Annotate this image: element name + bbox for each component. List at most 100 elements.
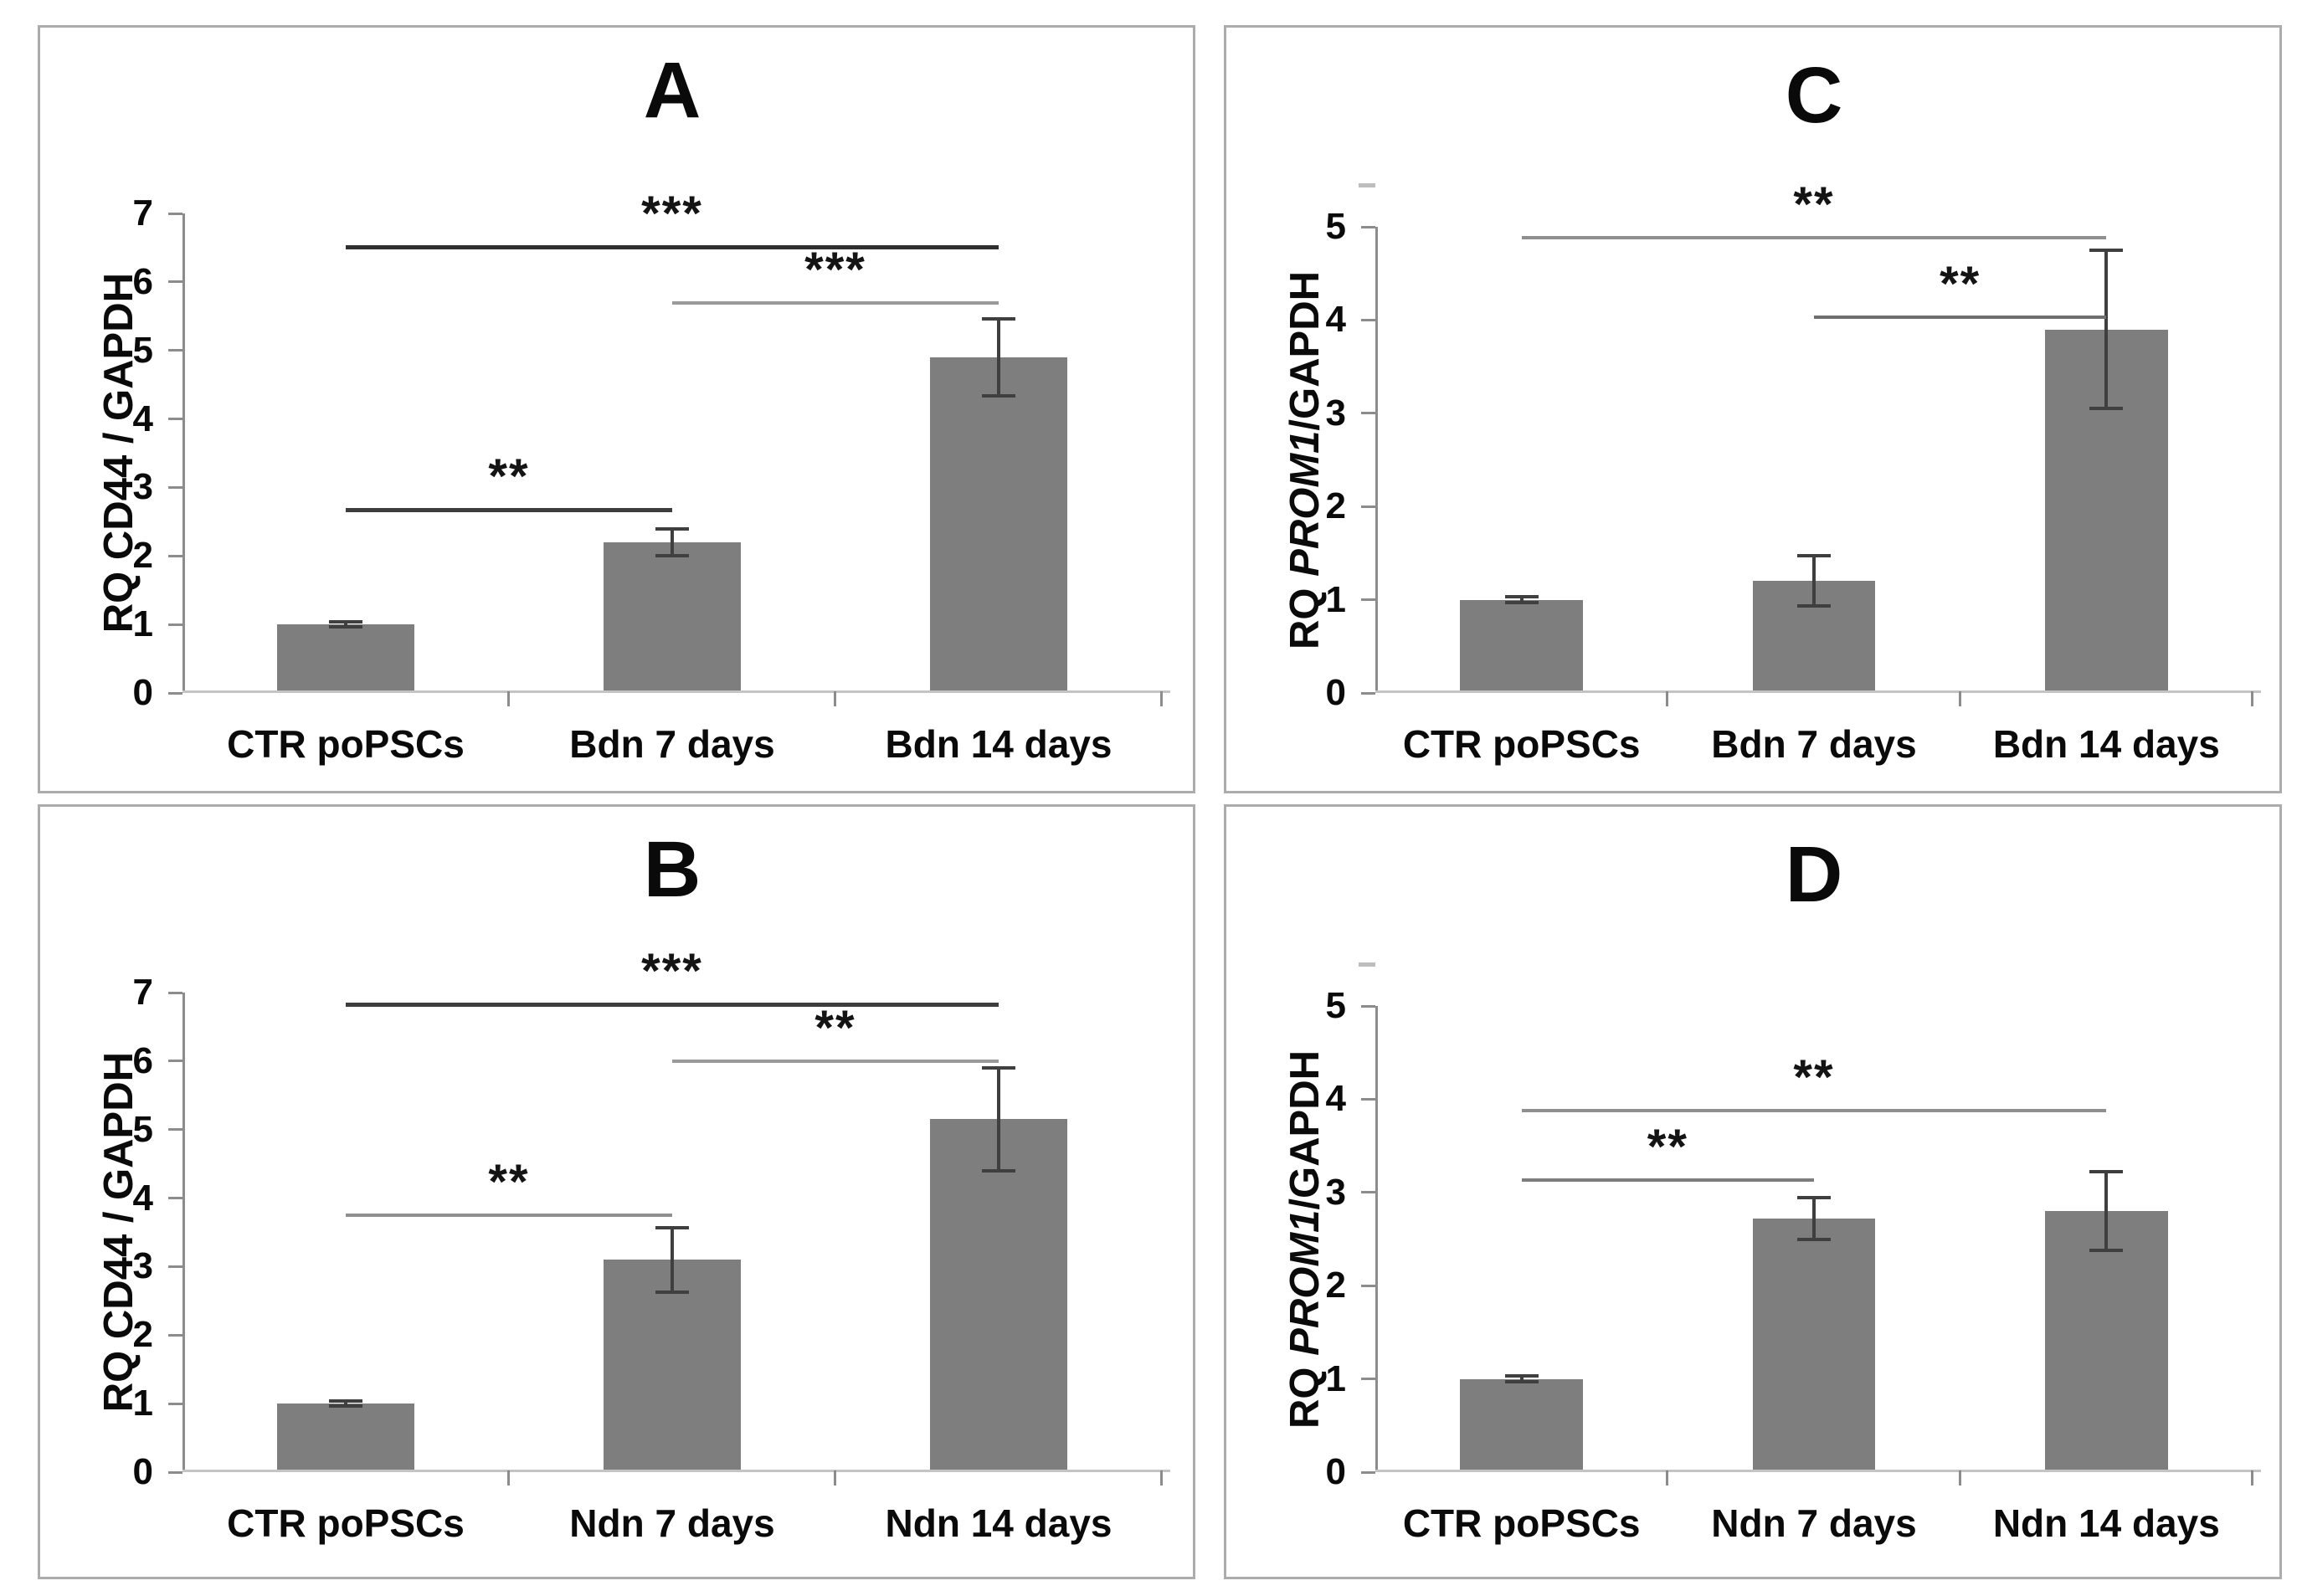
y-tick (168, 1265, 182, 1268)
error-bar-cap-bottom (1797, 604, 1831, 608)
significance-bracket (1521, 1108, 2107, 1112)
x-category-label: Bdn 14 days (1992, 722, 2220, 766)
y-axis-line (182, 993, 185, 1472)
x-category-label: CTR poPSCs (1402, 1501, 1641, 1545)
y-tick (1361, 1284, 1375, 1287)
y-tick (1361, 1004, 1375, 1008)
y-tick-label: 3 (1325, 1171, 1346, 1213)
significance-bracket (672, 1060, 999, 1064)
error-bar-cap-top (1504, 595, 1539, 599)
error-bar-cap-top (982, 317, 1015, 321)
y-axis-line (182, 213, 185, 693)
y-tick-label: 1 (1325, 1357, 1346, 1399)
panel-d-y-axis-title-box: RQ PROM1/GAPDH (1270, 1006, 1340, 1472)
axis-artifact (1359, 962, 1375, 967)
significance-label: ** (488, 449, 530, 504)
y-tick-label: 7 (132, 192, 153, 233)
error-bar-cap-top (655, 526, 689, 531)
y-tick (1361, 1191, 1375, 1194)
y-tick (168, 418, 182, 421)
error-bar-cap-bottom (1797, 1237, 1831, 1241)
y-tick (168, 1470, 182, 1474)
panel-b-y-axis-title: RQ CD44 / GAPDH (96, 1052, 141, 1412)
error-bar-stem (2104, 1172, 2109, 1250)
significance-label: ** (1647, 1120, 1688, 1175)
bar (277, 1404, 414, 1470)
error-bar-cap-top (655, 1225, 689, 1229)
y-tick (1361, 598, 1375, 602)
y-tick-label: 0 (1325, 1451, 1346, 1492)
significance-label: *** (641, 187, 703, 242)
y-tick-label: 2 (132, 1314, 153, 1356)
y-tick-label: 5 (132, 1108, 153, 1150)
error-bar-cap-bottom (982, 393, 1015, 398)
y-tick-label: 0 (1325, 672, 1346, 713)
significance-label: ** (1940, 256, 1981, 311)
error-bar-stem (1519, 1376, 1524, 1382)
y-tick-label: 1 (132, 603, 153, 645)
error-bar-cap-top (982, 1066, 1015, 1070)
error-bar-stem (671, 528, 674, 557)
y-tick (168, 991, 182, 994)
panel-c-plot-area: 0 1 2 3 4 5 CTR poPSCs Bdn 7 days Bdn 14 days ** *… (1326, 181, 2261, 765)
y-tick (168, 554, 182, 557)
y-tick (1361, 505, 1375, 508)
error-bar-cap-top (1504, 1374, 1539, 1378)
x-category-label: CTR poPSCs (227, 722, 465, 766)
significance-bracket (672, 300, 999, 305)
panel-d-plot-area: 0 1 2 3 4 5 CTR poPSCs Ndn 7 days Ndn 14 days ** *… (1326, 962, 2261, 1544)
error-bar-cap-bottom (2089, 1248, 2124, 1252)
y-tick (168, 212, 182, 215)
x-boundary-tick (1160, 1470, 1163, 1486)
axis-artifact (1359, 183, 1375, 187)
error-bar-stem (1812, 1198, 1816, 1239)
panel-c: C RQ PROM1/GAPDH 0 1 2 3 4 5 CTR poPSCs Bdn 7 d… (1224, 25, 2282, 793)
error-bar-cap-bottom (655, 554, 689, 558)
y-tick (1361, 225, 1375, 228)
y-tick-label: 7 (132, 972, 153, 1013)
y-tick (168, 1402, 182, 1405)
y-tick (168, 1060, 182, 1063)
panel-c-y-axis-title-box: RQ PROM1/GAPDH (1270, 227, 1340, 693)
error-bar-stem (344, 1400, 347, 1407)
bar (930, 357, 1067, 690)
panel-b: B RQ CD44 / GAPDH 0 1 2 3 4 5 6 7 CTR poPSCs Ndn … (38, 804, 1195, 1579)
significance-bracket (346, 245, 999, 250)
y-tick-label: 3 (1325, 392, 1346, 434)
error-bar-cap-top (329, 619, 362, 624)
panel-a-title: A (643, 46, 701, 135)
error-bar-cap-top (2089, 1170, 2124, 1174)
significance-label: ** (1793, 1049, 1835, 1105)
error-bar-cap-bottom (329, 1404, 362, 1409)
y-tick (168, 1197, 182, 1200)
error-bar-stem (997, 319, 1000, 396)
x-category-label: Ndn 7 days (569, 1501, 775, 1545)
y-tick (168, 623, 182, 626)
panel-a-y-axis-title: RQ CD44 / GAPDH (96, 273, 141, 633)
y-tick-label: 4 (1325, 299, 1346, 341)
x-boundary-tick (834, 691, 836, 706)
y-tick (168, 280, 182, 284)
error-bar-cap-bottom (1504, 600, 1539, 604)
panel-b-title: B (643, 825, 701, 914)
significance-bracket (1521, 1178, 1814, 1183)
x-category-label: Bdn 7 days (569, 722, 775, 766)
y-tick-label: 1 (132, 1383, 153, 1424)
y-tick (168, 1333, 182, 1337)
significance-bracket (1814, 315, 2107, 319)
error-bar-stem (671, 1227, 674, 1292)
x-boundary-tick (2251, 1470, 2253, 1486)
bar (1460, 599, 1584, 690)
x-category-label: Ndn 14 days (885, 1501, 1112, 1545)
x-boundary-tick (834, 1470, 836, 1486)
panel-d-title: D (1785, 830, 1843, 919)
panel-a: A RQ CD44 / GAPDH 0 1 2 3 4 5 6 7 CTR poPSCs Bdn … (38, 25, 1195, 793)
significance-label: ** (488, 1154, 530, 1209)
x-boundary-tick (1958, 1470, 1961, 1486)
y-tick-label: 4 (132, 398, 153, 439)
y-tick-label: 5 (1325, 985, 1346, 1026)
y-tick (1361, 691, 1375, 695)
significance-label: *** (641, 944, 703, 999)
significance-bracket (346, 507, 672, 512)
